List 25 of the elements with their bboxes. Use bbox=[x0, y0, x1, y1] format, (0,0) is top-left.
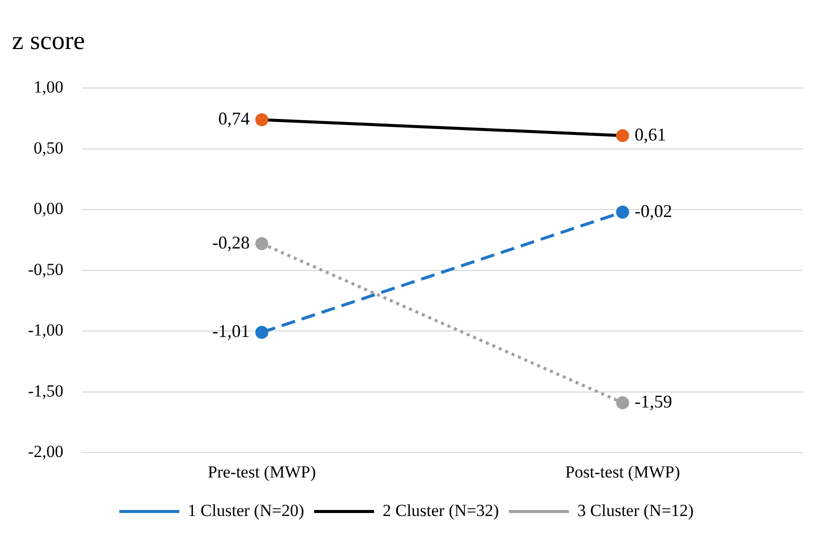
point bbox=[616, 129, 630, 142]
y-tick-label: -1,00 bbox=[28, 320, 64, 340]
data-label: 0,61 bbox=[634, 124, 666, 144]
point bbox=[616, 206, 630, 219]
x-tick-label: Post-test (MWP) bbox=[565, 462, 680, 482]
data-label: -0,02 bbox=[634, 200, 672, 221]
y-tick-label: 0,50 bbox=[34, 138, 64, 158]
point bbox=[616, 396, 630, 410]
data-label: -1,59 bbox=[634, 392, 672, 412]
point bbox=[255, 326, 268, 339]
legend-label: 2 Cluster (N=32) bbox=[382, 500, 499, 520]
y-tick-label: 1,00 bbox=[34, 78, 64, 97]
y-tick-label: -0,50 bbox=[28, 260, 64, 279]
chart-title: z score bbox=[12, 26, 85, 56]
data-label: -1,01 bbox=[212, 321, 250, 342]
legend-label: 3 Cluster (N=12) bbox=[577, 500, 694, 520]
y-tick-label: 0,00 bbox=[34, 199, 64, 218]
data-label: -0,28 bbox=[212, 232, 250, 252]
x-tick-label: Pre-test (MWP) bbox=[208, 462, 316, 482]
legend-label: 1 Cluster (N=20) bbox=[188, 500, 304, 520]
y-tick-label: -1,50 bbox=[28, 381, 64, 400]
point bbox=[255, 237, 268, 250]
data-label: 0,74 bbox=[218, 108, 250, 129]
y-tick-label: -2,00 bbox=[28, 442, 64, 462]
point bbox=[255, 113, 268, 126]
